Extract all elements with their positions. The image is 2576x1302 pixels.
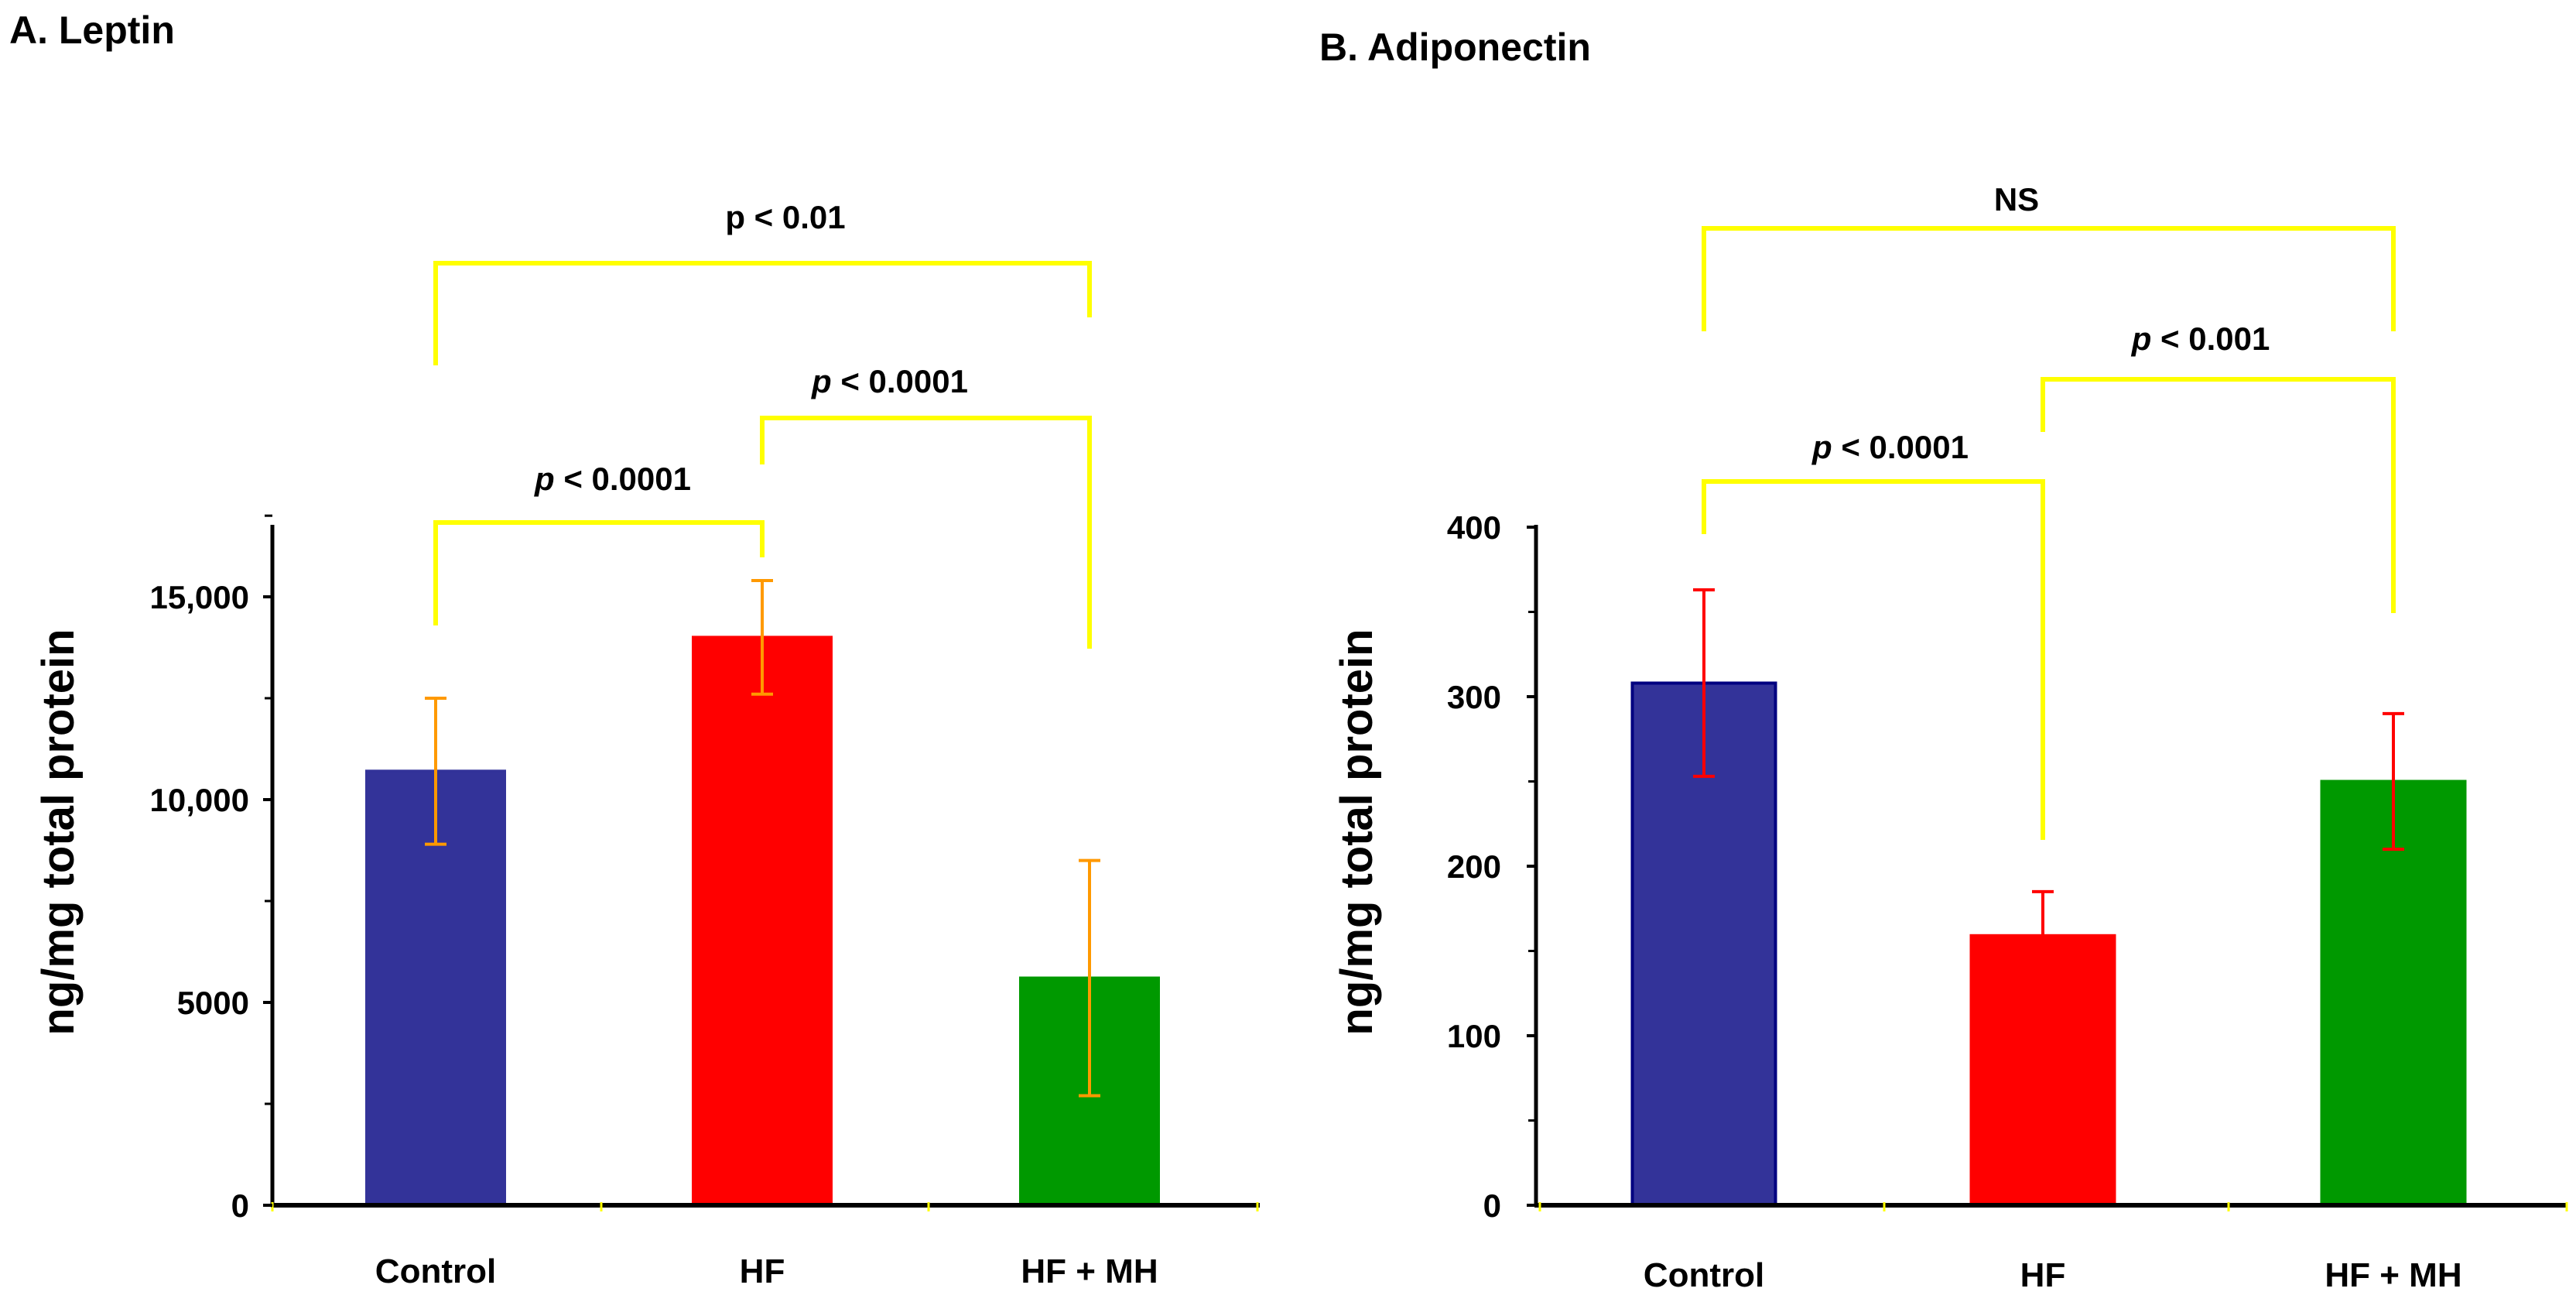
significance-label: p < 0.0001 [811, 363, 968, 399]
significance-bracket-2 [760, 416, 1092, 649]
y-tick-label: 300 [1447, 679, 1501, 715]
y-tick-label: 100 [1447, 1018, 1501, 1054]
significance-bracket-1 [433, 261, 1092, 365]
category-label: HF [2020, 1256, 2066, 1294]
significance-bracket-3 [1702, 479, 2045, 840]
significance-label: p < 0.0001 [534, 461, 691, 497]
adiponectin-panel-title: B. Adiponectin [1319, 26, 1591, 69]
significance-bracket-1 [1702, 226, 2396, 331]
category-label: HF [740, 1252, 785, 1290]
adiponectin-chart: ng/mg total protein 0 100 200 300 400 Control H… [1332, 181, 2568, 1294]
significance-bracket-3 [433, 520, 765, 625]
leptin-panel-title: A. Leptin [9, 9, 175, 52]
significance-label: p < 0.001 [2131, 320, 2270, 357]
y-tick-label: 0 [1483, 1187, 1501, 1224]
significance-label: NS [1994, 181, 2039, 218]
y-tick-label: 400 [1447, 509, 1501, 546]
significance-bracket-2 [2041, 377, 2396, 613]
category-label: HF + MH [2325, 1256, 2461, 1294]
category-label: Control [375, 1252, 496, 1290]
y-tick-label: 200 [1447, 848, 1501, 885]
y-tick-label: 10,000 [150, 782, 249, 818]
significance-label: p < 0.01 [725, 199, 845, 235]
significance-label: p < 0.0001 [1811, 429, 1969, 465]
y-axis-label: ng/mg total protein [1332, 629, 1382, 1035]
bar-3 [2320, 779, 2467, 1207]
leptin-chart: ng/mg total protein 0 5000 10,000 15,000 Cont… [33, 199, 1260, 1290]
y-tick-label: 15,000 [150, 579, 249, 615]
y-tick-label: 0 [231, 1187, 249, 1224]
y-tick-label: 5000 [177, 985, 249, 1021]
category-label: Control [1644, 1256, 1764, 1294]
bar-2 [692, 636, 833, 1207]
category-label: HF + MH [1021, 1252, 1158, 1290]
y-axis-label: ng/mg total protein [33, 629, 84, 1035]
